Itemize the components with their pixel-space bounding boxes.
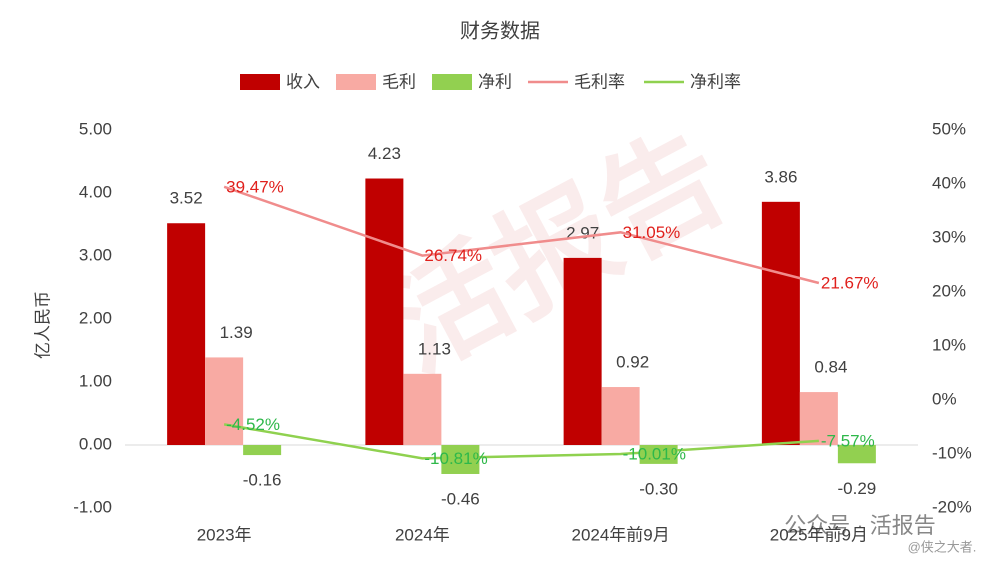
y2-tick-label: 30% [932, 227, 966, 246]
bar [243, 445, 282, 456]
data-label: 3.52 [170, 189, 203, 208]
y-tick-label: 0.00 [79, 434, 112, 453]
y2-tick-label: 40% [932, 173, 966, 192]
data-label: -0.16 [243, 471, 282, 490]
x-tick-label: 2024年前9月 [571, 525, 669, 544]
y2-tick-label: -10% [932, 443, 972, 462]
data-label: -10.81% [424, 449, 487, 468]
data-label: 26.74% [424, 246, 482, 265]
data-label: 2.97 [566, 223, 599, 242]
y-tick-label: 4.00 [79, 182, 112, 201]
line [223, 185, 820, 285]
x-tick-label: 2023年 [197, 525, 252, 544]
data-label: 21.67% [821, 273, 879, 292]
data-label: 3.86 [764, 167, 797, 186]
bar [205, 357, 244, 445]
y2-tick-label: 20% [932, 281, 966, 300]
data-label: -4.52% [226, 415, 280, 434]
data-label: 0.84 [814, 358, 847, 377]
data-label: 0.92 [616, 353, 649, 372]
bar [837, 445, 876, 464]
legend-label: 净利率 [690, 72, 741, 91]
legend-label: 毛利率 [574, 72, 625, 91]
bar [601, 387, 640, 445]
data-label: 39.47% [226, 177, 284, 196]
y2-tick-label: 0% [932, 389, 957, 408]
bar [167, 223, 206, 445]
legend-swatch [336, 74, 376, 90]
data-label: -10.01% [623, 445, 686, 464]
data-label: 4.23 [368, 144, 401, 163]
data-label: -7.57% [821, 431, 875, 450]
legend-label: 收入 [286, 72, 320, 91]
data-label: -0.46 [441, 489, 480, 508]
x-tick-label: 2024年 [395, 525, 450, 544]
y-tick-label: -1.00 [73, 497, 112, 516]
y2-tick-label: -20% [932, 497, 972, 516]
legend-swatch [240, 74, 280, 90]
y-tick-label: 3.00 [79, 245, 112, 264]
y2-tick-label: 10% [932, 335, 966, 354]
bar [563, 257, 602, 445]
x-tick-label: 2025年前9月 [770, 525, 868, 544]
watermark: @侠之大者. [908, 539, 977, 554]
bar [761, 201, 800, 445]
y2-tick-label: 50% [932, 119, 966, 138]
bar [441, 445, 480, 474]
y-tick-label: 5.00 [79, 119, 112, 138]
data-label: -0.29 [838, 479, 877, 498]
bar [799, 392, 838, 445]
data-label: 31.05% [623, 223, 681, 242]
line [223, 423, 819, 460]
watermark: 公众号 · 活报告 [784, 513, 936, 538]
bar [365, 178, 404, 445]
data-label: 1.13 [418, 339, 451, 358]
bar [403, 373, 442, 445]
legend-swatch [432, 74, 472, 90]
y-tick-label: 1.00 [79, 371, 112, 390]
legend-label: 毛利 [382, 72, 416, 91]
data-label: 1.39 [220, 323, 253, 342]
y-axis-label: 亿人民币 [33, 291, 52, 359]
y-tick-label: 2.00 [79, 308, 112, 327]
legend-label: 净利 [478, 72, 512, 91]
data-label: -0.30 [639, 479, 678, 498]
chart-title: 财务数据 [460, 19, 540, 42]
